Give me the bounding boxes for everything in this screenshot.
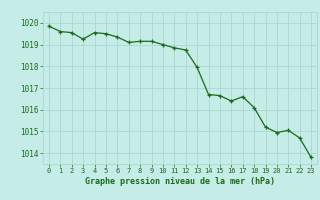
X-axis label: Graphe pression niveau de la mer (hPa): Graphe pression niveau de la mer (hPa): [85, 177, 275, 186]
